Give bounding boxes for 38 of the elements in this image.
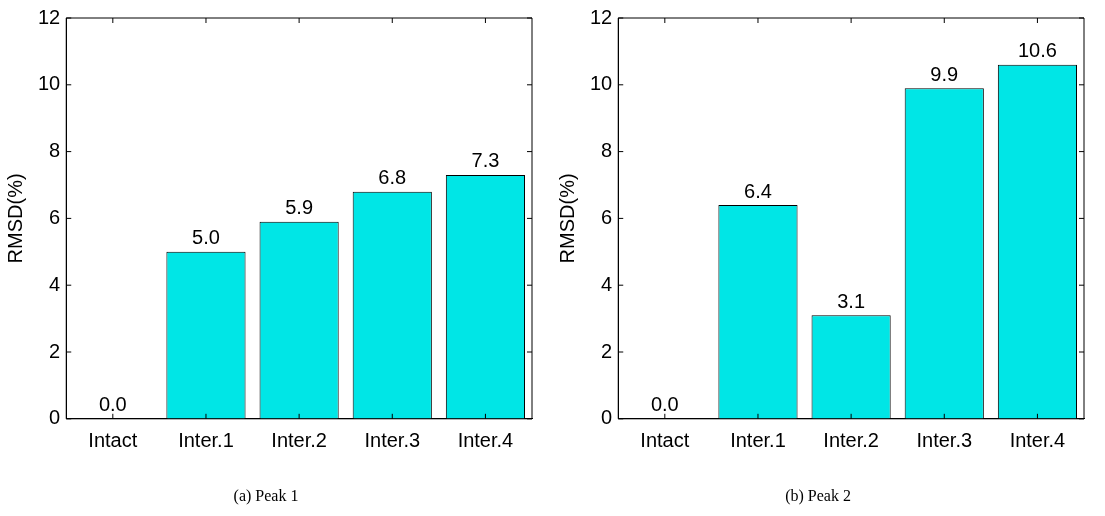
y-tick-label: 6	[49, 205, 61, 228]
data-label: 5.0	[192, 226, 220, 249]
y-tick-label: 12	[38, 5, 61, 28]
x-tick-label: Inter.3	[364, 429, 421, 452]
x-tick-label: Inter.2	[823, 429, 879, 452]
data-label: 7.3	[471, 149, 500, 172]
y-tick-label: 2	[601, 339, 613, 362]
y-tick-label: 2	[49, 339, 61, 362]
y-tick-label: 4	[49, 272, 61, 295]
y-tick-label: 8	[601, 139, 613, 162]
data-label: 9.9	[930, 62, 959, 85]
y-tick-label: 0	[49, 406, 61, 429]
data-label: 3.1	[837, 289, 866, 312]
y-tick-label: 12	[590, 5, 613, 28]
x-tick-label: Intact	[88, 429, 138, 452]
y-tick-label: 0	[601, 406, 613, 429]
text: (b) Peak 2	[785, 486, 851, 505]
data-label: 5.9	[285, 196, 314, 219]
x-tick-label: Inter.1	[730, 429, 786, 452]
data-label: 10.6	[1017, 39, 1057, 62]
y-tick-label: 8	[49, 139, 61, 162]
text: (a) Peak 1	[233, 486, 299, 505]
x-tick-label: Inter.2	[271, 429, 327, 452]
x-tick-label: Inter.1	[178, 429, 234, 452]
data-label: 6.4	[744, 179, 772, 202]
y-tick-label: 4	[601, 272, 613, 295]
y-axis-title: RMSD(%)	[555, 173, 578, 264]
y-axis-title: RMSD(%)	[3, 173, 26, 264]
data-label: 6.8	[378, 166, 407, 189]
x-tick-label: Inter.4	[457, 429, 514, 452]
y-tick-label: 10	[38, 72, 61, 95]
x-tick-label: Inter.3	[916, 429, 973, 452]
data-label: 0.0	[98, 393, 127, 416]
x-tick-label: Intact	[640, 429, 690, 452]
y-tick-label: 10	[590, 72, 613, 95]
x-tick-label: Inter.4	[1009, 429, 1066, 452]
y-tick-label: 6	[601, 205, 613, 228]
data-label: 0.0	[650, 393, 679, 416]
